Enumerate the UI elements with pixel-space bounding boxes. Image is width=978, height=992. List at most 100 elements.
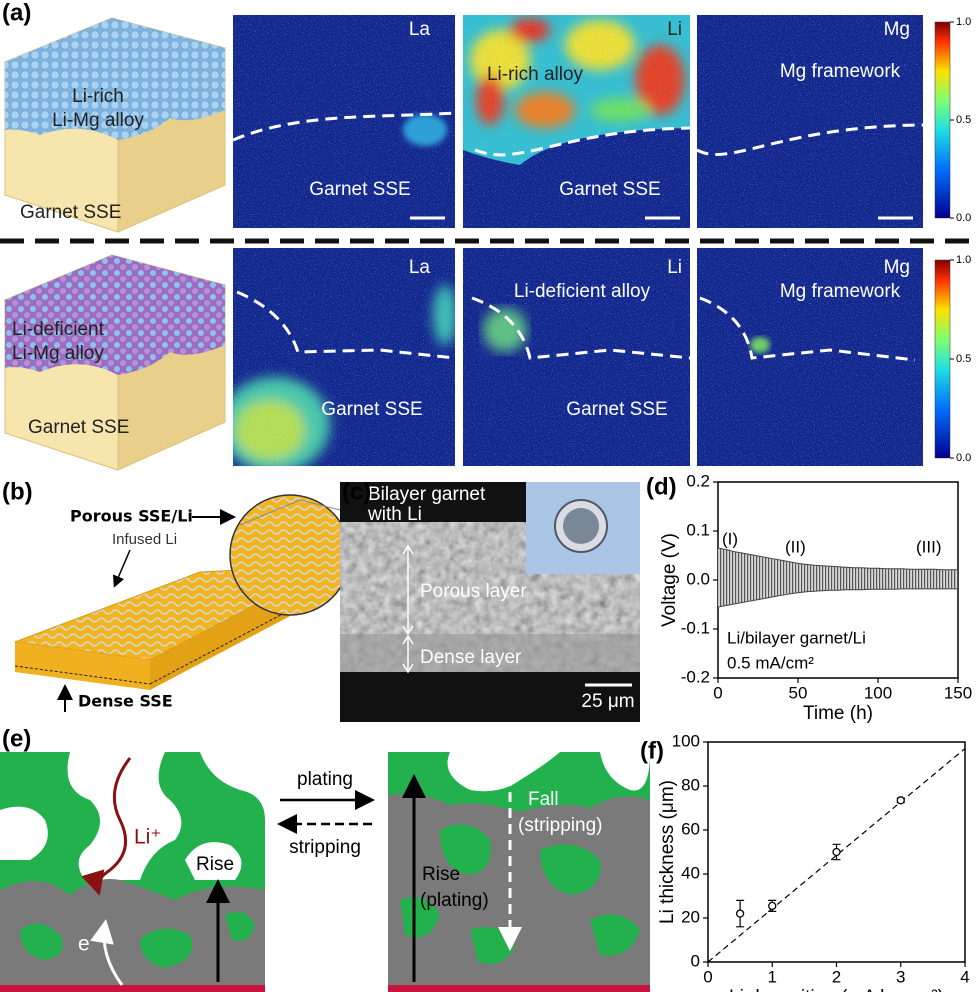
panel-label: (e) bbox=[2, 725, 31, 752]
rise-label: Rise bbox=[196, 854, 234, 875]
voltage-range bbox=[738, 553, 746, 602]
current-collector bbox=[0, 985, 265, 992]
alloy-label-line: Li-deficient bbox=[12, 319, 105, 340]
element-label: Mg bbox=[884, 19, 910, 40]
colorbar-tick-label: 0.0 bbox=[956, 212, 971, 224]
map-noise bbox=[233, 248, 455, 466]
dense-label: Dense layer bbox=[420, 647, 522, 668]
data-point bbox=[897, 797, 904, 804]
magnifier bbox=[230, 495, 350, 615]
y-tick-label: -0.1 bbox=[681, 618, 710, 637]
y-tick-label: 40 bbox=[681, 863, 700, 882]
region-label: Garnet SSE bbox=[559, 179, 660, 200]
substrate-label: Garnet SSE bbox=[20, 202, 121, 223]
element-label: La bbox=[409, 257, 431, 278]
voltage-range bbox=[722, 550, 730, 606]
voltage-range bbox=[762, 557, 770, 598]
voltage-range bbox=[778, 560, 786, 595]
colorbar-tick-label: 1.0 bbox=[956, 254, 971, 266]
colorbar-tick-label: 0.0 bbox=[956, 452, 971, 464]
x-tick-label: 4 bbox=[960, 967, 969, 986]
y-axis-label: Li thickness (μm) bbox=[657, 780, 678, 924]
voltage-range bbox=[938, 570, 946, 589]
y-tick-label: 100 bbox=[672, 731, 700, 750]
colorbar bbox=[935, 22, 950, 218]
annotation: (II) bbox=[785, 537, 806, 556]
panel-label: (a) bbox=[2, 0, 31, 26]
annotation: 0.5 mA/cm² bbox=[727, 653, 814, 672]
panel-label: (c) bbox=[342, 478, 371, 505]
colorbar-tick-label: 0.5 bbox=[956, 353, 971, 365]
voltage-range bbox=[858, 568, 866, 590]
voltage-range bbox=[850, 568, 858, 590]
colorbar-tick-label: 1.0 bbox=[956, 16, 971, 28]
electron-label: e⁻ bbox=[78, 933, 101, 956]
label-line: (stripping) bbox=[518, 815, 602, 836]
plating-label: plating bbox=[297, 769, 353, 790]
x-tick-label: 50 bbox=[789, 683, 808, 702]
voltage-range bbox=[754, 556, 762, 600]
voltage-range bbox=[802, 564, 810, 591]
sem-title-line: Bilayer garnet bbox=[368, 484, 486, 505]
voltage-range bbox=[882, 569, 890, 590]
substrate-label: Garnet SSE bbox=[28, 417, 129, 438]
data-point bbox=[737, 910, 744, 917]
colorbar bbox=[935, 260, 950, 458]
voltage-range bbox=[786, 562, 794, 594]
data-point bbox=[769, 902, 776, 909]
voltage-range bbox=[930, 569, 938, 589]
panel-label: (f) bbox=[640, 737, 664, 764]
annotation: (I) bbox=[722, 529, 738, 548]
colorbar-tick-label: 0.5 bbox=[956, 114, 971, 126]
inset-pellet-center bbox=[563, 508, 599, 544]
y-tick-label: 0.2 bbox=[686, 471, 710, 490]
figure: Li-rich Li-Mg alloy Garnet SSE La Garnet … bbox=[0, 0, 978, 992]
phase-label: Li-deficient alloy bbox=[514, 281, 651, 302]
x-tick-label: 1 bbox=[768, 967, 777, 986]
annotation: (III) bbox=[916, 537, 942, 556]
element-label: Li bbox=[667, 257, 682, 278]
region-label: Garnet SSE bbox=[566, 399, 667, 420]
x-tick-label: 0 bbox=[703, 967, 712, 986]
panel-b: Porous SSE/Li Infused Li Dense SSE bbox=[15, 495, 350, 712]
voltage-range bbox=[914, 569, 922, 589]
label-line: Rise bbox=[422, 864, 460, 885]
y-tick-label: 0.0 bbox=[686, 569, 710, 588]
voltage-range bbox=[810, 565, 818, 591]
phase-label: Mg framework bbox=[780, 281, 901, 302]
panel-c: Bilayer garnetwith Li Porous layer Dense… bbox=[340, 482, 640, 722]
x-tick-label: 0 bbox=[713, 683, 722, 702]
y-tick-label: 20 bbox=[681, 907, 700, 926]
region-label: Garnet SSE bbox=[309, 179, 410, 200]
porous-label: Porous SSE/Li bbox=[70, 507, 193, 526]
data-point bbox=[833, 849, 840, 856]
li-ion-label: Li⁺ bbox=[134, 826, 161, 849]
voltage-range bbox=[906, 569, 914, 589]
voltage-range bbox=[890, 569, 898, 590]
y-tick-label: 0 bbox=[691, 951, 700, 970]
alloy-label-line: Li-rich bbox=[72, 86, 124, 107]
current-collector bbox=[388, 985, 650, 992]
voltage-range bbox=[954, 570, 958, 589]
x-tick-label: 2 bbox=[832, 967, 841, 986]
voltage-range bbox=[946, 570, 954, 589]
y-axis-label: Voltage (V) bbox=[659, 533, 680, 627]
x-tick-label: 3 bbox=[896, 967, 905, 986]
voltage-range bbox=[770, 559, 778, 597]
alloy-label-line: Li-Mg alloy bbox=[12, 343, 104, 364]
voltage-range bbox=[898, 569, 906, 589]
voltage-range bbox=[818, 566, 826, 591]
element-label: Mg bbox=[884, 257, 910, 278]
y-tick-label: -0.2 bbox=[681, 667, 710, 686]
voltage-range bbox=[834, 567, 842, 591]
region-label: Garnet SSE bbox=[321, 399, 422, 420]
dense-label: Dense SSE bbox=[78, 692, 173, 711]
arrow bbox=[115, 550, 130, 585]
voltage-range bbox=[746, 555, 754, 602]
y-tick-label: 0.1 bbox=[686, 520, 710, 539]
scale-bar-label: 25 μm bbox=[581, 691, 634, 712]
voltage-range bbox=[842, 567, 850, 590]
page: { "panel_labels": ["(a)", "(b)", "(c)", … bbox=[0, 0, 978, 992]
infused-label: Infused Li bbox=[112, 531, 177, 548]
voltage-range bbox=[866, 568, 874, 589]
